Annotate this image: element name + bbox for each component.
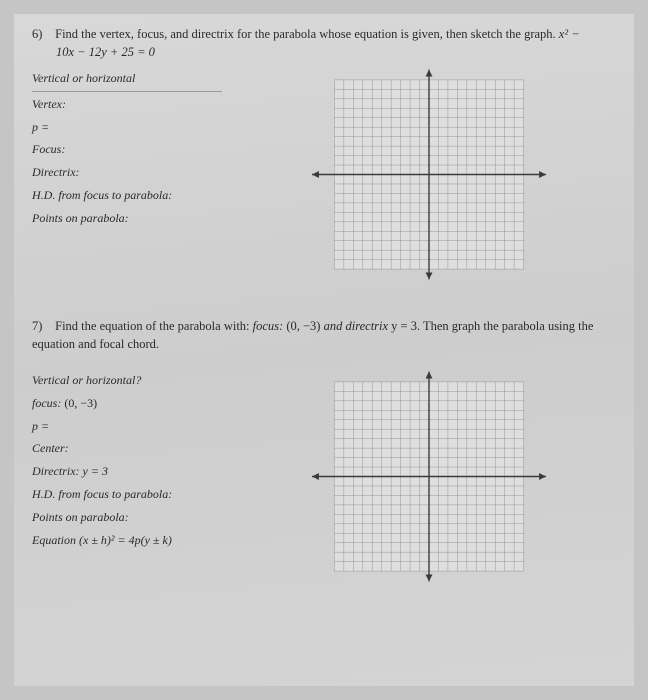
problem-7-header: 7) Find the equation of the parabola wit…	[32, 318, 616, 353]
field-vertex: Vertex:	[32, 93, 222, 116]
problem-6-fields: Vertical or horizontal Vertex: p = Focus…	[32, 67, 222, 230]
problem-7-dir-val: y = 3.	[391, 319, 423, 333]
field-points: Points on parabola:	[32, 506, 222, 529]
problem-7: 7) Find the equation of the parabola wit…	[32, 318, 616, 584]
field-directrix: Directrix:	[32, 161, 222, 184]
problem-7-and: and	[324, 319, 346, 333]
problem-6-header: 6) Find the vertex, focus, and directrix…	[32, 26, 616, 61]
field-equation: Equation (x ± h)² = 4p(y ± k)	[32, 529, 222, 552]
field-hd: H.D. from focus to parabola:	[32, 483, 222, 506]
field-focus-label: focus:	[32, 396, 61, 410]
problem-7-focus-val: (0, −3)	[286, 319, 323, 333]
field-focus-val: (0, −3)	[64, 396, 97, 410]
field-points: Points on parabola:	[32, 207, 222, 230]
field-orientation: Vertical or horizontal	[32, 67, 222, 92]
field-directrix: Directrix: y = 3	[32, 460, 222, 483]
problem-7-prompt-a: Find the equation of the parabola with:	[55, 319, 249, 333]
problem-6-eq-line2: 10x − 12y + 25 = 0	[32, 44, 616, 62]
problem-6-prompt: Find the vertex, focus, and directrix fo…	[55, 27, 556, 41]
problem-7-focus-label: focus:	[253, 319, 284, 333]
problem-6-body: Vertical or horizontal Vertex: p = Focus…	[32, 67, 616, 282]
field-focus: focus: (0, −3)	[32, 392, 222, 415]
field-center: Center:	[32, 437, 222, 460]
problem-6-eq-inline: x² −	[559, 27, 580, 41]
field-p: p =	[32, 415, 222, 438]
coordinate-grid	[284, 67, 574, 282]
field-focus: Focus:	[32, 138, 222, 161]
problem-6-number: 6)	[32, 26, 52, 44]
problem-7-number: 7)	[32, 318, 52, 336]
problem-6: 6) Find the vertex, focus, and directrix…	[32, 26, 616, 282]
problem-7-fields: Vertical or horizontal? focus: (0, −3) p…	[32, 369, 222, 551]
problem-7-body: Vertical or horizontal? focus: (0, −3) p…	[32, 369, 616, 584]
field-p: p =	[32, 116, 222, 139]
field-orientation: Vertical or horizontal?	[32, 369, 222, 392]
problem-7-dir-label: directrix	[345, 319, 388, 333]
problem-6-graph	[242, 67, 616, 282]
coordinate-grid	[284, 369, 574, 584]
problem-7-graph	[242, 369, 616, 584]
field-hd: H.D. from focus to parabola:	[32, 184, 222, 207]
